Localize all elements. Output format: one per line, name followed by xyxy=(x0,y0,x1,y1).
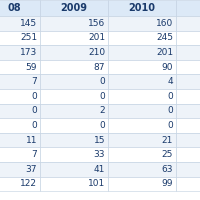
Text: 0: 0 xyxy=(99,121,105,130)
Bar xyxy=(176,133,200,147)
Bar xyxy=(176,89,200,104)
Text: 145: 145 xyxy=(20,19,37,28)
Bar xyxy=(108,16,176,31)
Bar xyxy=(0,162,40,177)
Bar xyxy=(0,133,40,147)
Bar xyxy=(176,16,200,31)
Text: 2009: 2009 xyxy=(60,3,88,13)
Text: 2010: 2010 xyxy=(128,3,156,13)
Text: 7: 7 xyxy=(31,150,37,159)
Bar xyxy=(40,147,108,162)
Bar xyxy=(40,133,108,147)
Text: 15: 15 xyxy=(94,136,105,145)
Text: 21: 21 xyxy=(162,136,173,145)
Text: 37: 37 xyxy=(26,165,37,174)
Bar xyxy=(0,89,40,104)
Text: 0: 0 xyxy=(167,92,173,101)
Text: 201: 201 xyxy=(156,48,173,57)
Text: 0: 0 xyxy=(31,92,37,101)
Bar xyxy=(176,60,200,74)
Text: 90: 90 xyxy=(162,63,173,72)
Text: 33: 33 xyxy=(94,150,105,159)
Bar xyxy=(40,0,108,16)
Bar xyxy=(108,147,176,162)
Bar xyxy=(176,45,200,60)
Bar xyxy=(40,118,108,133)
Bar xyxy=(108,89,176,104)
Text: 63: 63 xyxy=(162,165,173,174)
Bar xyxy=(108,133,176,147)
Bar xyxy=(0,74,40,89)
Bar xyxy=(0,60,40,74)
Bar xyxy=(108,104,176,118)
Text: 7: 7 xyxy=(31,77,37,86)
Bar xyxy=(40,16,108,31)
Bar xyxy=(108,74,176,89)
Text: 41: 41 xyxy=(94,165,105,174)
Bar xyxy=(108,177,176,191)
Text: 99: 99 xyxy=(162,179,173,188)
Text: 0: 0 xyxy=(99,77,105,86)
Bar xyxy=(108,31,176,45)
Text: 4: 4 xyxy=(167,77,173,86)
Text: 160: 160 xyxy=(156,19,173,28)
Text: 0: 0 xyxy=(31,106,37,115)
Bar xyxy=(40,89,108,104)
Text: 101: 101 xyxy=(88,179,105,188)
Bar xyxy=(0,147,40,162)
Text: 2: 2 xyxy=(99,106,105,115)
Text: 201: 201 xyxy=(88,33,105,42)
Bar xyxy=(176,162,200,177)
Bar xyxy=(176,147,200,162)
Text: 59: 59 xyxy=(26,63,37,72)
Bar xyxy=(176,177,200,191)
Bar xyxy=(40,60,108,74)
Bar xyxy=(176,74,200,89)
Text: 173: 173 xyxy=(20,48,37,57)
Text: 245: 245 xyxy=(156,33,173,42)
Bar xyxy=(0,31,40,45)
Text: 08: 08 xyxy=(7,3,21,13)
Text: 11: 11 xyxy=(26,136,37,145)
Bar xyxy=(40,162,108,177)
Bar xyxy=(108,162,176,177)
Bar xyxy=(40,45,108,60)
Bar xyxy=(0,45,40,60)
Bar xyxy=(0,0,40,16)
Bar xyxy=(176,31,200,45)
Text: 0: 0 xyxy=(31,121,37,130)
Bar xyxy=(108,118,176,133)
Bar xyxy=(176,0,200,16)
Text: 25: 25 xyxy=(162,150,173,159)
Bar xyxy=(40,31,108,45)
Bar xyxy=(0,16,40,31)
Bar xyxy=(0,177,40,191)
Bar xyxy=(0,104,40,118)
Bar xyxy=(108,0,176,16)
Text: 251: 251 xyxy=(20,33,37,42)
Bar xyxy=(176,118,200,133)
Text: 0: 0 xyxy=(167,106,173,115)
Bar xyxy=(0,118,40,133)
Text: 87: 87 xyxy=(94,63,105,72)
Text: 0: 0 xyxy=(99,92,105,101)
Bar xyxy=(40,74,108,89)
Text: 122: 122 xyxy=(20,179,37,188)
Bar xyxy=(40,104,108,118)
Text: 156: 156 xyxy=(88,19,105,28)
Bar xyxy=(108,45,176,60)
Text: 210: 210 xyxy=(88,48,105,57)
Text: 0: 0 xyxy=(167,121,173,130)
Bar xyxy=(108,60,176,74)
Bar xyxy=(176,104,200,118)
Bar xyxy=(40,177,108,191)
